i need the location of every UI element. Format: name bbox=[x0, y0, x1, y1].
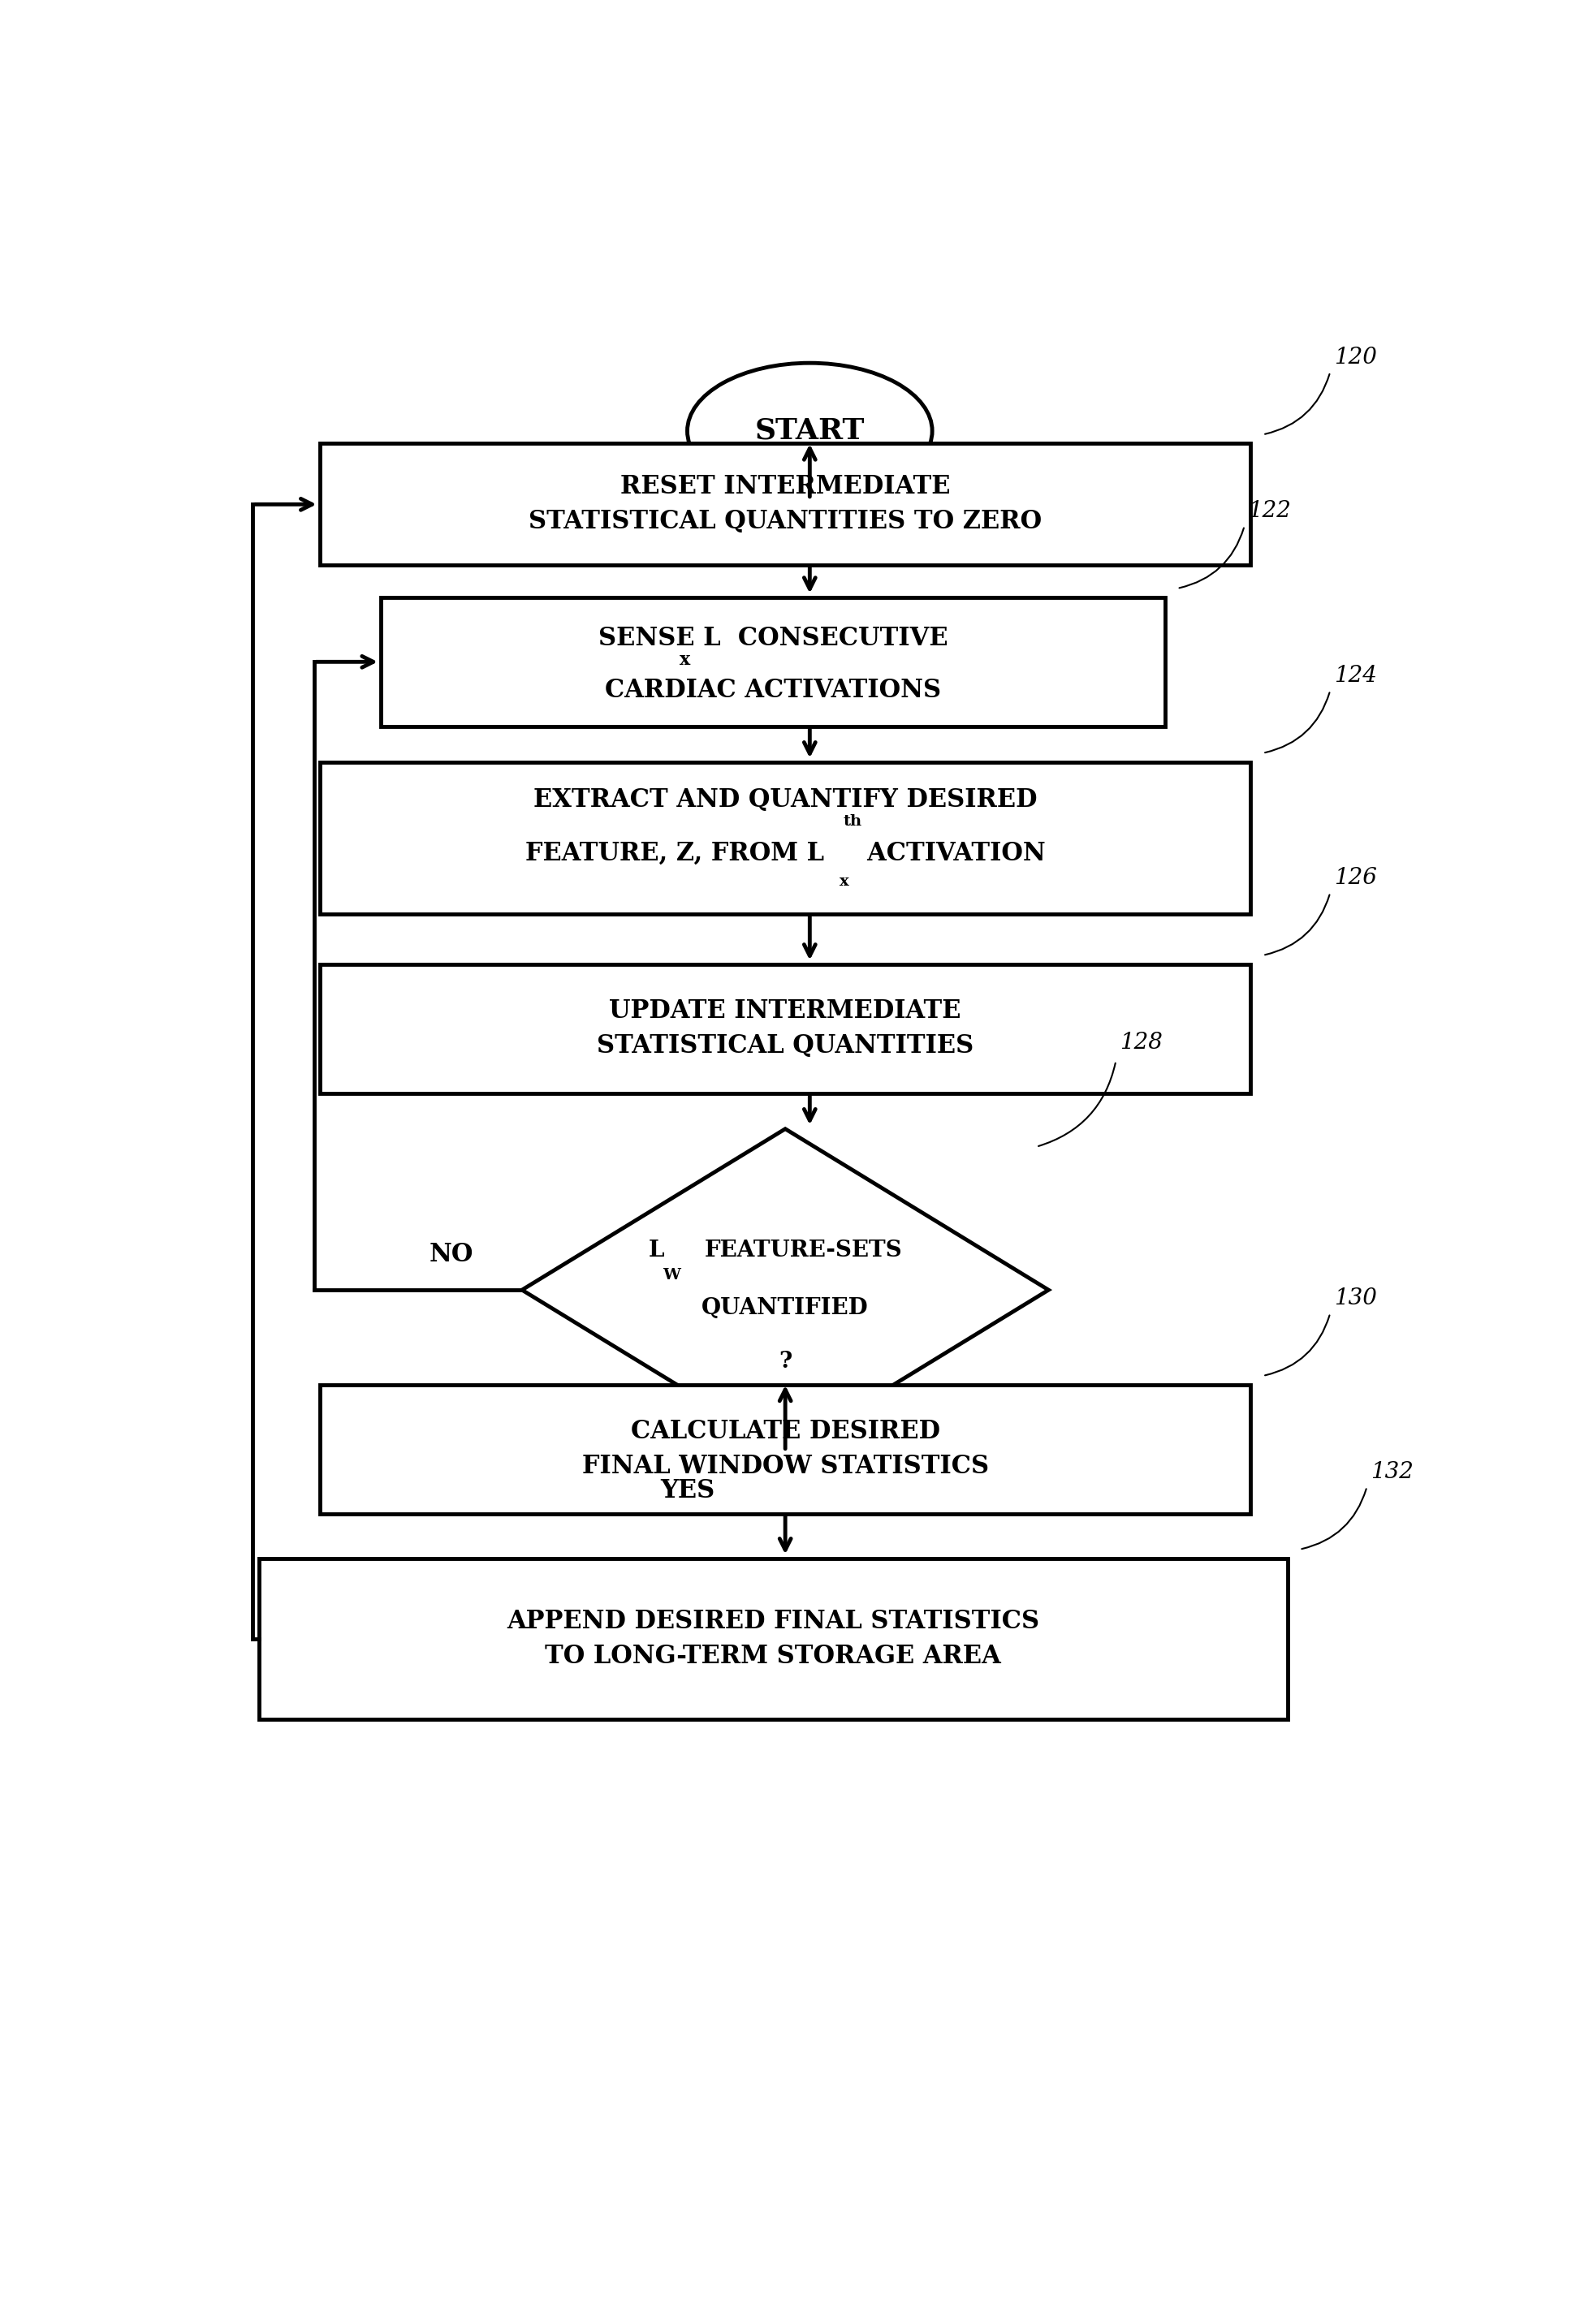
Text: 132: 132 bbox=[1370, 1462, 1414, 1483]
Text: EXTRACT AND QUANTIFY DESIRED: EXTRACT AND QUANTIFY DESIRED bbox=[534, 788, 1036, 813]
Text: L: L bbox=[649, 1239, 665, 1262]
FancyBboxPatch shape bbox=[381, 597, 1164, 725]
Text: ?: ? bbox=[779, 1350, 792, 1373]
Text: 124: 124 bbox=[1334, 665, 1376, 688]
Ellipse shape bbox=[687, 363, 932, 500]
Text: 120: 120 bbox=[1334, 346, 1376, 367]
Text: NO: NO bbox=[428, 1241, 472, 1267]
Text: START: START bbox=[755, 418, 864, 444]
FancyBboxPatch shape bbox=[259, 1559, 1288, 1720]
Text: FEATURE-SETS: FEATURE-SETS bbox=[705, 1239, 902, 1262]
Text: W: W bbox=[662, 1269, 681, 1283]
Text: CARDIAC ACTIVATIONS: CARDIAC ACTIVATIONS bbox=[605, 679, 942, 702]
Text: x: x bbox=[679, 651, 690, 669]
Text: FEATURE, Z, FROM L     ACTIVATION: FEATURE, Z, FROM L ACTIVATION bbox=[525, 841, 1046, 867]
FancyBboxPatch shape bbox=[321, 964, 1251, 1092]
Text: RESET INTERMEDIATE
STATISTICAL QUANTITIES TO ZERO: RESET INTERMEDIATE STATISTICAL QUANTITIE… bbox=[529, 474, 1041, 535]
Text: SENSE L  CONSECUTIVE: SENSE L CONSECUTIVE bbox=[599, 625, 948, 651]
Text: QUANTIFIED: QUANTIFIED bbox=[702, 1297, 869, 1318]
Text: 126: 126 bbox=[1334, 867, 1376, 890]
Text: x: x bbox=[839, 874, 848, 890]
Text: YES: YES bbox=[660, 1478, 714, 1504]
Text: APPEND DESIRED FINAL STATISTICS
TO LONG-TERM STORAGE AREA: APPEND DESIRED FINAL STATISTICS TO LONG-… bbox=[507, 1608, 1040, 1669]
Text: UPDATE INTERMEDIATE
STATISTICAL QUANTITIES: UPDATE INTERMEDIATE STATISTICAL QUANTITI… bbox=[597, 999, 973, 1060]
Text: CALCULATE DESIRED
FINAL WINDOW STATISTICS: CALCULATE DESIRED FINAL WINDOW STATISTIC… bbox=[581, 1420, 989, 1480]
Text: 128: 128 bbox=[1120, 1032, 1163, 1053]
FancyBboxPatch shape bbox=[321, 444, 1251, 565]
Text: th: th bbox=[844, 813, 863, 827]
Text: 130: 130 bbox=[1334, 1287, 1376, 1311]
Polygon shape bbox=[521, 1129, 1049, 1450]
FancyBboxPatch shape bbox=[321, 762, 1251, 913]
Text: 122: 122 bbox=[1248, 500, 1291, 523]
FancyBboxPatch shape bbox=[321, 1385, 1251, 1513]
